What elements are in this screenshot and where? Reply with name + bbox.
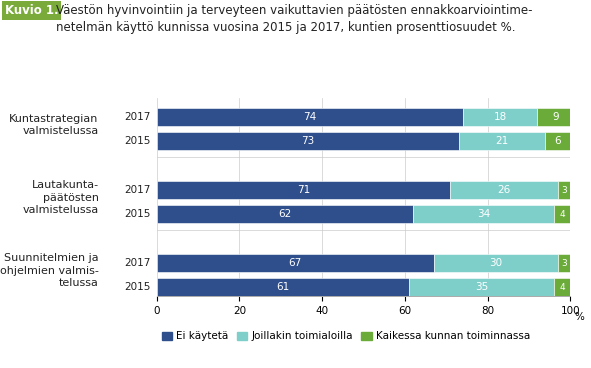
Bar (554, 205, 570, 223)
Text: 62: 62 (278, 209, 291, 219)
Bar (157, 254, 434, 272)
Bar (157, 278, 409, 296)
Text: 2017: 2017 (124, 185, 150, 195)
Text: 71: 71 (297, 185, 310, 195)
Bar (537, 109, 574, 127)
Text: Lautakunta-
päätösten
valmistelussa: Lautakunta- päätösten valmistelussa (22, 180, 99, 215)
Text: 18: 18 (493, 113, 506, 123)
Text: 2017: 2017 (124, 258, 150, 268)
Bar (558, 254, 570, 272)
Text: 9: 9 (553, 113, 559, 123)
Text: Suunnitelmien ja
ohjelmien valmis-
telussa: Suunnitelmien ja ohjelmien valmis- telus… (0, 254, 99, 288)
Bar (434, 254, 558, 272)
Bar (554, 278, 570, 296)
Bar (463, 109, 537, 127)
Bar (558, 181, 570, 199)
Bar (413, 205, 554, 223)
Text: 61: 61 (276, 282, 290, 292)
Bar (545, 132, 570, 150)
Text: 2015: 2015 (124, 282, 150, 292)
Text: 3: 3 (561, 186, 567, 195)
Text: 35: 35 (475, 282, 488, 292)
Text: 73: 73 (301, 136, 314, 146)
Text: 2017: 2017 (124, 113, 150, 123)
Text: Kuvio 1.: Kuvio 1. (5, 4, 59, 17)
Text: 34: 34 (477, 209, 490, 219)
Bar (450, 181, 558, 199)
Text: Väestön hyvinvointiin ja terveyteen vaikuttavien päätösten ennakkoarviointime-
n: Väestön hyvinvointiin ja terveyteen vaik… (56, 4, 532, 34)
Text: %: % (574, 312, 584, 322)
Bar (157, 132, 459, 150)
Text: 30: 30 (489, 258, 502, 268)
Text: 21: 21 (495, 136, 509, 146)
Bar (157, 109, 463, 127)
Bar (157, 181, 450, 199)
Bar (409, 278, 554, 296)
Text: 67: 67 (288, 258, 302, 268)
Text: 2015: 2015 (124, 136, 150, 146)
Text: 26: 26 (498, 185, 511, 195)
Bar (459, 132, 545, 150)
Text: 4: 4 (559, 283, 565, 292)
Bar (157, 205, 413, 223)
Text: 6: 6 (554, 136, 561, 146)
Text: 2015: 2015 (124, 209, 150, 219)
Legend: Ei käytetä, Joillakin toimialoilla, Kaikessa kunnan toiminnassa: Ei käytetä, Joillakin toimialoilla, Kaik… (158, 327, 534, 346)
Text: Kuntastrategian
valmistelussa: Kuntastrategian valmistelussa (9, 114, 99, 136)
Text: 74: 74 (303, 113, 316, 123)
Text: 4: 4 (559, 210, 565, 219)
Text: 3: 3 (561, 259, 567, 268)
